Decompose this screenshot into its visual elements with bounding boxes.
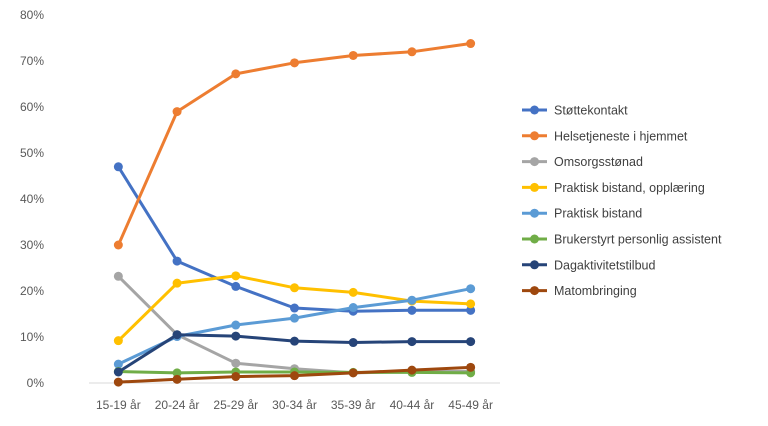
data-point-praktisk-bistand-opplaering xyxy=(172,278,182,288)
data-point-dagaktivitetstilbud xyxy=(172,330,182,340)
y-axis: 0% 10% 20% 30% 40% 50% 60% 70% 80% xyxy=(20,8,44,390)
data-point-stottekontakt xyxy=(231,281,241,291)
series-dagaktivitetstilbud xyxy=(113,330,476,377)
data-point-stottekontakt xyxy=(466,305,476,315)
data-point-praktisk-bistand-opplaering xyxy=(348,287,358,297)
legend: Støttekontakt Helsetjeneste i hjemmet Omso… xyxy=(522,104,722,298)
legend-label: Praktisk bistand xyxy=(554,207,642,221)
data-point-omsorgsstonad xyxy=(113,271,123,281)
legend-item-praktisk-bistand: Praktisk bistand xyxy=(522,207,642,221)
data-point-helsetjeneste-i-hjemmet xyxy=(407,47,417,57)
legend-item-stottekontakt: Støttekontakt xyxy=(522,104,628,118)
data-point-dagaktivitetstilbud xyxy=(466,337,476,347)
data-point-helsetjeneste-i-hjemmet xyxy=(172,107,182,117)
legend-label: Dagaktivitetstilbud xyxy=(554,258,655,272)
plot-area xyxy=(113,39,476,387)
data-point-helsetjeneste-i-hjemmet xyxy=(113,240,123,250)
x-tick-label: 25-29 år xyxy=(213,398,258,412)
data-point-praktisk-bistand-opplaering xyxy=(466,299,476,309)
legend-item-matombringing: Matombringing xyxy=(522,284,637,298)
data-point-helsetjeneste-i-hjemmet xyxy=(290,58,299,68)
data-point-omsorgsstonad xyxy=(231,358,241,368)
x-axis: 15-19 år 20-24 år 25-29 år 30-34 år 35-39 år… xyxy=(89,382,500,412)
data-point-stottekontakt xyxy=(290,303,299,313)
data-point-matombringing xyxy=(466,362,476,372)
y-tick-label: 60% xyxy=(20,100,44,114)
legend-swatch-marker xyxy=(530,260,539,270)
series-line-praktisk-bistand xyxy=(116,287,473,366)
data-point-praktisk-bistand-opplaering xyxy=(290,283,299,293)
legend-label: Omsorgsstønad xyxy=(554,155,643,169)
legend-label: Helsetjeneste i hjemmet xyxy=(554,129,688,143)
y-tick-label: 70% xyxy=(20,54,44,68)
data-point-matombringing xyxy=(348,368,358,378)
x-tick-label: 15-19 år xyxy=(96,398,141,412)
legend-item-praktisk-bistand-opplaering: Praktisk bistand, opplæring xyxy=(522,181,705,195)
legend-label: Praktisk bistand, opplæring xyxy=(554,181,705,195)
data-point-dagaktivitetstilbud xyxy=(113,367,123,377)
legend-item-omsorgsstonad: Omsorgsstønad xyxy=(522,155,643,169)
legend-swatch-marker xyxy=(530,182,539,192)
x-tick-label: 20-24 år xyxy=(155,398,200,412)
data-point-praktisk-bistand xyxy=(466,284,476,294)
y-tick-label: 0% xyxy=(27,376,45,390)
data-point-dagaktivitetstilbud xyxy=(348,338,358,348)
data-point-praktisk-bistand xyxy=(290,313,299,323)
data-point-praktisk-bistand xyxy=(348,303,358,313)
data-point-praktisk-bistand xyxy=(231,320,241,330)
data-point-helsetjeneste-i-hjemmet xyxy=(348,50,358,60)
y-tick-label: 20% xyxy=(20,284,44,298)
data-point-dagaktivitetstilbud xyxy=(290,336,299,346)
data-point-matombringing xyxy=(231,372,241,382)
legend-swatch-marker xyxy=(530,105,539,115)
legend-item-helsetjeneste-i-hjemmet: Helsetjeneste i hjemmet xyxy=(522,129,688,143)
data-point-matombringing xyxy=(172,374,182,384)
series-stottekontakt xyxy=(113,162,476,316)
data-point-dagaktivitetstilbud xyxy=(231,331,241,341)
series-helsetjeneste-i-hjemmet xyxy=(113,39,476,250)
x-tick-label: 45-49 år xyxy=(448,398,493,412)
data-point-stottekontakt xyxy=(172,256,182,266)
data-point-praktisk-bistand-opplaering xyxy=(231,271,241,281)
x-tick-label: 35-39 år xyxy=(331,398,376,412)
data-point-stottekontakt xyxy=(407,305,417,315)
series-line-helsetjeneste-i-hjemmet xyxy=(116,42,473,247)
y-tick-label: 10% xyxy=(20,330,44,344)
y-tick-label: 80% xyxy=(20,8,44,22)
legend-swatch-marker xyxy=(530,286,539,296)
y-tick-label: 40% xyxy=(20,192,44,206)
data-point-praktisk-bistand xyxy=(407,295,417,305)
data-point-matombringing xyxy=(407,365,417,375)
y-tick-label: 30% xyxy=(20,238,44,252)
series-matombringing xyxy=(113,362,476,387)
legend-item-dagaktivitetstilbud: Dagaktivitetstilbud xyxy=(522,258,655,272)
legend-label: Støttekontakt xyxy=(554,104,628,118)
data-point-dagaktivitetstilbud xyxy=(407,337,417,347)
data-point-helsetjeneste-i-hjemmet xyxy=(231,69,241,79)
legend-item-brukerstyrt-personlig-assistent: Brukerstyrt personlig assistent xyxy=(522,233,722,247)
legend-swatch-marker xyxy=(530,131,539,141)
data-point-brukerstyrt-personlig-assistent xyxy=(172,368,182,378)
x-tick-label: 30-34 år xyxy=(272,398,317,412)
legend-swatch-marker xyxy=(530,208,539,218)
data-point-praktisk-bistand xyxy=(113,359,123,369)
data-point-stottekontakt xyxy=(113,162,123,172)
legend-swatch-marker xyxy=(530,157,539,167)
x-tick-label: 40-44 år xyxy=(390,398,435,412)
legend-swatch-marker xyxy=(530,234,539,244)
data-point-matombringing xyxy=(290,371,299,381)
data-point-matombringing xyxy=(113,377,123,387)
data-point-helsetjeneste-i-hjemmet xyxy=(466,39,476,49)
legend-label: Matombringing xyxy=(554,284,637,298)
y-tick-label: 50% xyxy=(20,146,44,160)
data-point-praktisk-bistand-opplaering xyxy=(113,336,123,346)
legend-label: Brukerstyrt personlig assistent xyxy=(554,233,722,247)
